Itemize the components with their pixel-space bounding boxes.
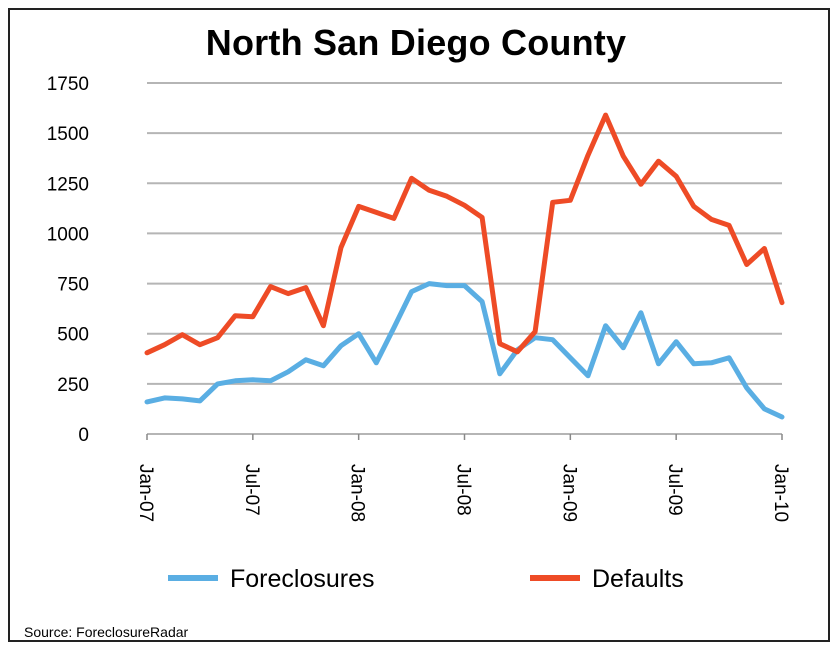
y-tick-label: 1500 (47, 124, 89, 145)
x-tick-label: Jul-08 (453, 464, 474, 516)
chart-title: North San Diego County (205, 22, 627, 63)
legend-label-defaults: Defaults (592, 565, 684, 593)
x-tick-label: Jan-08 (347, 464, 368, 522)
y-tick-label: 500 (57, 325, 89, 346)
line-chart: 0 250 500 750 1000 1250 1500 1750 Jan-07 Jul-07 Ja… (47, 74, 791, 593)
chart-frame: North San Diego County 0 250 500 750 1000 125… (8, 8, 830, 642)
legend-label-foreclosures: Foreclosures (230, 565, 375, 593)
y-tick-label: 1000 (47, 224, 89, 245)
chart-source: Source: ForeclosureRadar (24, 624, 189, 640)
y-tick-label: 750 (57, 275, 89, 296)
x-tick-label: Jul-09 (664, 464, 685, 516)
x-tick-label: Jan-10 (770, 464, 791, 522)
y-tick-label: 0 (78, 425, 89, 446)
y-tick-label: 250 (57, 375, 89, 396)
y-tick-label: 1250 (47, 174, 89, 195)
x-tick-label: Jan-07 (135, 464, 156, 522)
x-tick-label: Jan-09 (558, 464, 579, 522)
x-tick-label: Jul-07 (241, 464, 262, 516)
series-line-defaults (144, 112, 785, 356)
y-tick-label: 1750 (47, 74, 89, 95)
series-line-foreclosures (144, 281, 785, 420)
